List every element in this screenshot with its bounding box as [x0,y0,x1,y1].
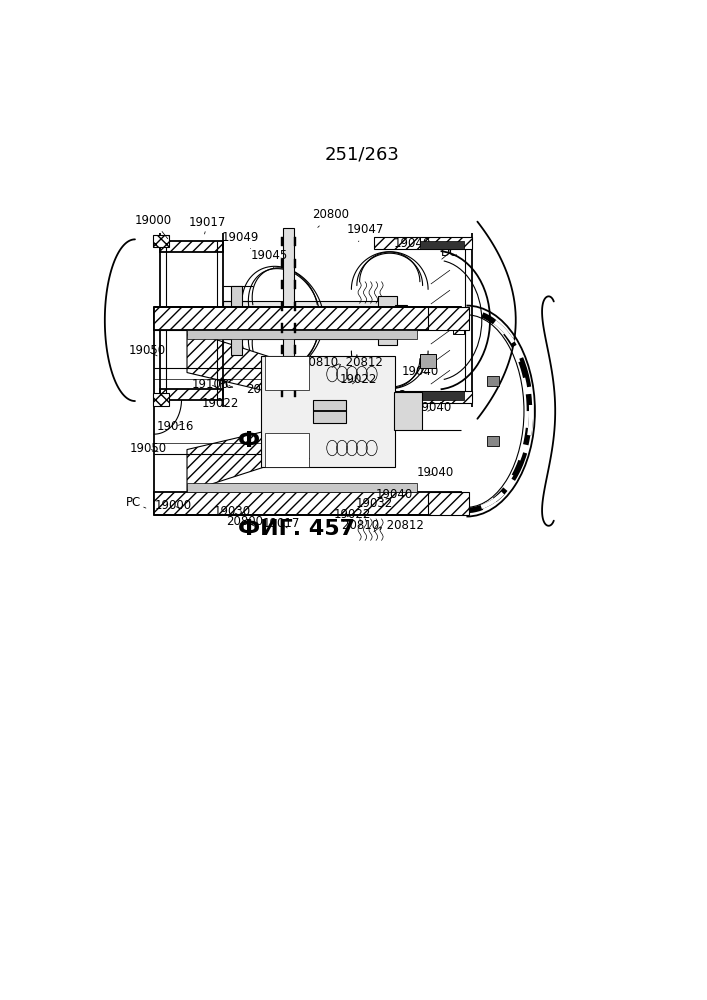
Text: PC: PC [126,496,146,509]
Bar [281,345,283,354]
Bar [281,237,283,246]
Bar [153,235,170,247]
Text: 20800: 20800 [226,515,263,528]
Bar [294,323,296,333]
Bar [281,323,283,333]
Text: 19022: 19022 [333,508,370,521]
Text: 19049: 19049 [222,231,259,249]
Bar [294,388,296,397]
Text: 19040: 19040 [415,401,452,414]
Text: 251/263: 251/263 [325,145,399,163]
Text: 19050: 19050 [129,344,166,358]
Bar [378,296,397,345]
Bar [294,280,296,289]
Bar [261,356,395,466]
Text: 19022: 19022 [339,373,377,386]
Text: 19032: 19032 [355,497,392,510]
Polygon shape [420,241,464,249]
Text: ФИГ. 457: ФИГ. 457 [238,519,355,539]
Bar [375,391,472,403]
Text: ФИГ. 456: ФИГ. 456 [238,431,355,451]
Bar [487,436,499,446]
Text: DC: DC [435,499,452,512]
Text: 19040: 19040 [376,488,414,501]
Bar [294,237,296,246]
Text: 19040: 19040 [402,365,438,378]
Bar [281,302,283,311]
Bar [294,259,296,268]
Text: 20804: 20804 [246,383,284,396]
Text: 19044: 19044 [274,451,312,464]
Text: 20806: 20806 [276,418,313,431]
Text: 19045: 19045 [250,249,288,268]
Bar [231,286,242,355]
Bar [154,307,461,330]
Text: 19030: 19030 [214,505,251,518]
Bar [294,345,296,354]
Bar [281,388,283,397]
Bar [452,307,464,334]
Bar [281,259,283,268]
Text: 20800: 20800 [312,208,349,227]
Polygon shape [420,391,464,400]
Text: DC: DC [441,246,459,259]
Text: 19040: 19040 [417,466,455,479]
Bar [160,241,223,252]
Text: 19112: 19112 [370,389,407,402]
Text: 19017: 19017 [262,517,300,530]
Bar [294,366,296,376]
Bar [394,392,421,430]
Text: 19016: 19016 [156,420,194,433]
Bar [428,307,469,330]
Bar [160,389,223,400]
Bar [281,280,283,289]
Polygon shape [187,419,319,492]
Bar [395,305,407,336]
Bar [283,228,294,413]
Bar [375,237,472,249]
Bar [487,376,499,386]
Bar [187,483,417,492]
Bar [420,354,436,368]
Bar [187,330,417,339]
Text: 19000: 19000 [134,214,172,239]
Text: 20810, 20812: 20810, 20812 [300,356,382,369]
Text: 19022: 19022 [201,397,238,410]
Text: 19017: 19017 [189,216,226,234]
Bar [281,366,283,376]
Text: 19050: 19050 [130,442,168,455]
Text: 20810, 20812: 20810, 20812 [341,519,423,532]
Text: 19106: 19106 [192,378,228,391]
Bar [153,393,170,406]
Text: PC: PC [219,378,234,391]
Bar [154,492,461,515]
Bar [265,433,309,466]
Text: 19000: 19000 [155,499,192,512]
Bar [223,301,379,339]
Bar [428,492,469,515]
Polygon shape [187,330,319,403]
Bar [313,400,346,423]
Bar [265,356,309,389]
Bar [294,302,296,311]
Text: 19040: 19040 [394,237,431,255]
Text: 19047: 19047 [347,223,385,242]
